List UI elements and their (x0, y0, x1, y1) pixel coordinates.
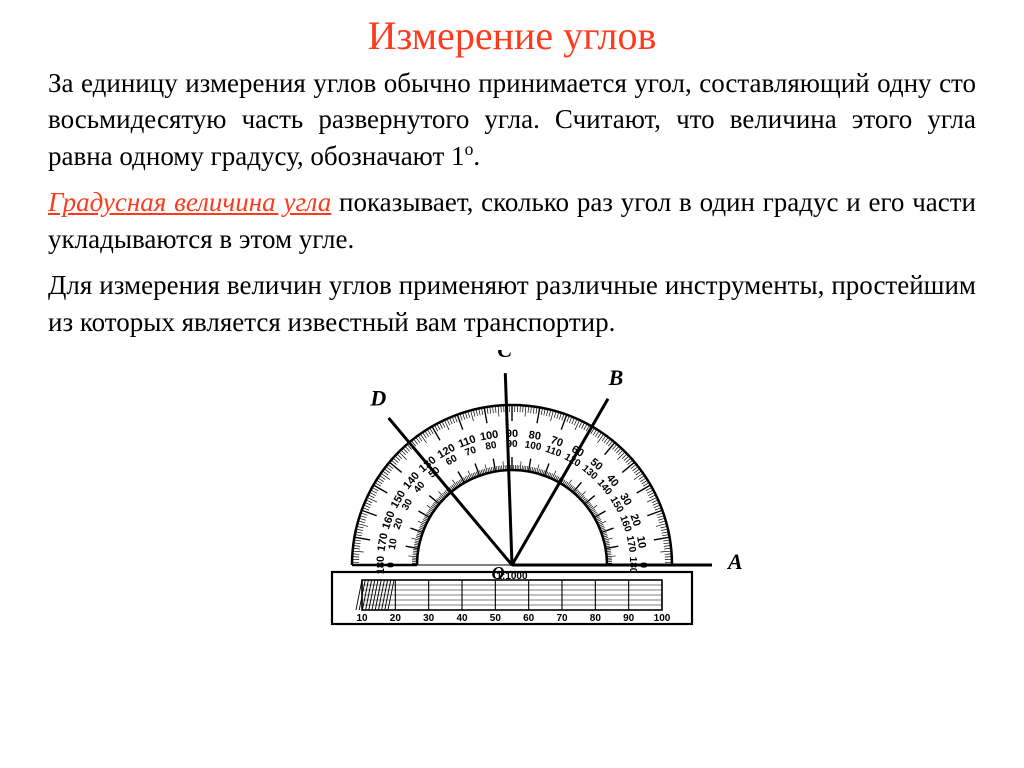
paragraph-instruments: Для измерения величин углов применяют ра… (48, 267, 976, 340)
svg-text:100: 100 (524, 440, 543, 454)
svg-text:D: D (369, 386, 386, 411)
protractor-diagram: 1020304050607080901000102030405060708090… (282, 350, 742, 650)
svg-text:10: 10 (356, 613, 368, 624)
svg-text:B: B (608, 365, 624, 390)
svg-text:0: 0 (386, 562, 397, 568)
svg-text:C: C (497, 350, 512, 362)
svg-text:70: 70 (556, 613, 568, 624)
svg-text:80: 80 (590, 613, 602, 624)
svg-text:170: 170 (624, 535, 638, 554)
slide-page: Измерение углов За единицу измерения угл… (0, 0, 1024, 768)
svg-text:A: A (726, 549, 742, 574)
svg-text:40: 40 (456, 613, 468, 624)
svg-text:20: 20 (390, 613, 402, 624)
paragraph-definition: За единицу измерения углов обычно приним… (48, 65, 976, 174)
svg-text:O: O (492, 563, 505, 583)
paragraph-degree-measure: Градусная величина угла показывает, скол… (48, 184, 976, 257)
svg-text:60: 60 (523, 613, 535, 624)
svg-text:70: 70 (464, 445, 479, 459)
highlight-term: Градусная величина угла (48, 187, 331, 217)
svg-text:100: 100 (654, 613, 671, 624)
svg-text:80: 80 (485, 440, 498, 453)
svg-text:50: 50 (490, 613, 502, 624)
svg-text:30: 30 (423, 613, 435, 624)
svg-text:20: 20 (392, 516, 406, 531)
svg-text:10: 10 (387, 537, 400, 550)
svg-text:90: 90 (623, 613, 635, 624)
page-title: Измерение углов (48, 12, 976, 59)
protractor-diagram-container: 1020304050607080901000102030405060708090… (48, 350, 976, 655)
